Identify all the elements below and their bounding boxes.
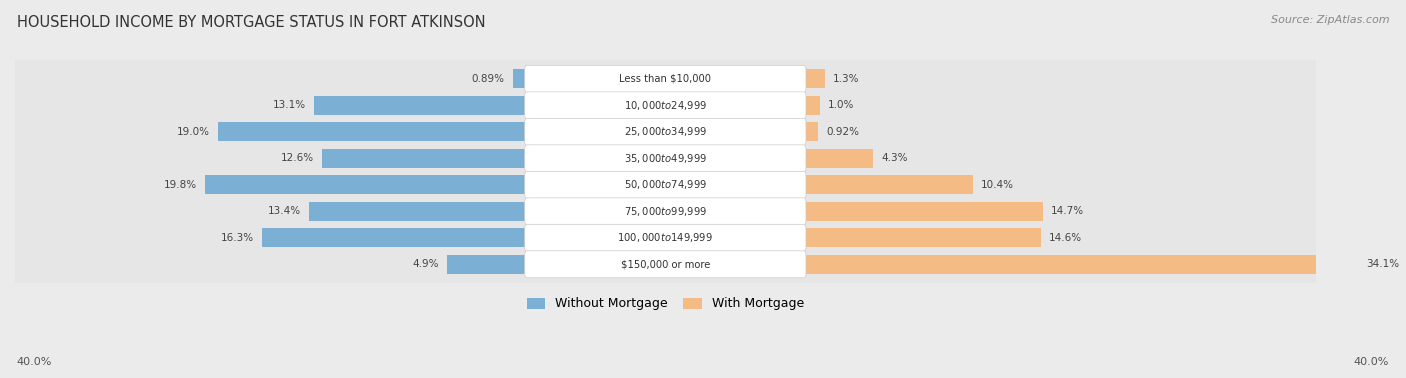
Text: 13.1%: 13.1% xyxy=(273,101,307,110)
Text: 13.4%: 13.4% xyxy=(269,206,301,216)
Text: 19.8%: 19.8% xyxy=(165,180,197,190)
Bar xyxy=(803,70,825,88)
Text: 34.1%: 34.1% xyxy=(1367,259,1399,269)
FancyBboxPatch shape xyxy=(524,251,806,278)
Text: 40.0%: 40.0% xyxy=(1354,357,1389,367)
FancyBboxPatch shape xyxy=(10,138,1320,179)
Text: $50,000 to $74,999: $50,000 to $74,999 xyxy=(624,178,707,191)
Bar xyxy=(314,96,527,115)
Bar xyxy=(513,70,527,88)
Text: $75,000 to $99,999: $75,000 to $99,999 xyxy=(624,205,707,218)
FancyBboxPatch shape xyxy=(10,59,1320,99)
Bar xyxy=(803,149,873,168)
Bar xyxy=(803,255,1358,274)
Bar xyxy=(803,175,973,194)
Legend: Without Mortgage, With Mortgage: Without Mortgage, With Mortgage xyxy=(520,291,810,317)
Text: 4.9%: 4.9% xyxy=(413,259,439,269)
Text: $25,000 to $34,999: $25,000 to $34,999 xyxy=(624,125,707,138)
FancyBboxPatch shape xyxy=(10,112,1320,152)
Text: 0.92%: 0.92% xyxy=(827,127,859,137)
FancyBboxPatch shape xyxy=(10,191,1320,232)
FancyBboxPatch shape xyxy=(524,92,806,119)
Text: 4.3%: 4.3% xyxy=(882,153,908,163)
Text: 12.6%: 12.6% xyxy=(281,153,314,163)
Bar xyxy=(262,228,527,247)
Text: $10,000 to $24,999: $10,000 to $24,999 xyxy=(624,99,707,112)
Text: Source: ZipAtlas.com: Source: ZipAtlas.com xyxy=(1271,15,1389,25)
FancyBboxPatch shape xyxy=(10,164,1320,205)
Bar xyxy=(803,122,818,141)
Bar xyxy=(803,96,820,115)
Bar xyxy=(205,175,527,194)
Text: 1.0%: 1.0% xyxy=(828,101,855,110)
Text: 14.7%: 14.7% xyxy=(1050,206,1084,216)
FancyBboxPatch shape xyxy=(524,145,806,172)
Bar xyxy=(803,228,1040,247)
Text: 1.3%: 1.3% xyxy=(832,74,859,84)
Bar xyxy=(447,255,527,274)
Text: 19.0%: 19.0% xyxy=(177,127,209,137)
Bar xyxy=(309,202,527,221)
FancyBboxPatch shape xyxy=(524,118,806,146)
FancyBboxPatch shape xyxy=(524,224,806,251)
Text: 14.6%: 14.6% xyxy=(1049,233,1083,243)
FancyBboxPatch shape xyxy=(10,217,1320,258)
FancyBboxPatch shape xyxy=(524,198,806,225)
Text: 40.0%: 40.0% xyxy=(17,357,52,367)
Text: $150,000 or more: $150,000 or more xyxy=(620,259,710,269)
Text: 0.89%: 0.89% xyxy=(471,74,505,84)
FancyBboxPatch shape xyxy=(10,244,1320,285)
Text: Less than $10,000: Less than $10,000 xyxy=(619,74,711,84)
FancyBboxPatch shape xyxy=(524,171,806,198)
FancyBboxPatch shape xyxy=(10,85,1320,126)
Bar xyxy=(322,149,527,168)
Text: 10.4%: 10.4% xyxy=(981,180,1014,190)
Bar xyxy=(803,202,1042,221)
Text: $35,000 to $49,999: $35,000 to $49,999 xyxy=(624,152,707,165)
Text: $100,000 to $149,999: $100,000 to $149,999 xyxy=(617,231,713,244)
FancyBboxPatch shape xyxy=(524,65,806,92)
Bar xyxy=(218,122,527,141)
Text: HOUSEHOLD INCOME BY MORTGAGE STATUS IN FORT ATKINSON: HOUSEHOLD INCOME BY MORTGAGE STATUS IN F… xyxy=(17,15,485,30)
Text: 16.3%: 16.3% xyxy=(221,233,254,243)
